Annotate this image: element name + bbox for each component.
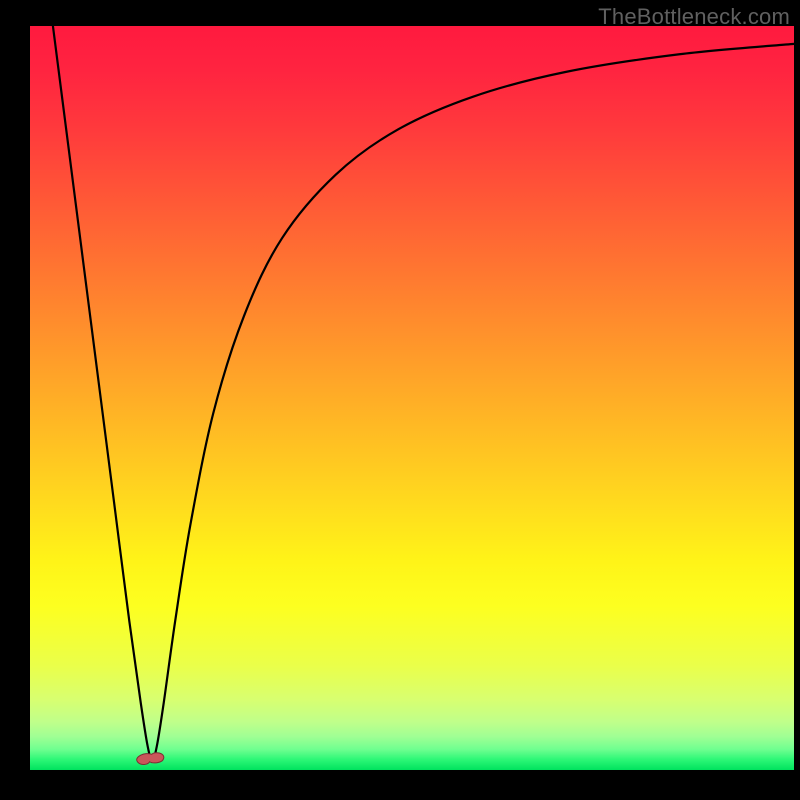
- chart-svg: [30, 26, 794, 770]
- chart-frame: TheBottleneck.com: [0, 0, 800, 800]
- watermark-text: TheBottleneck.com: [598, 4, 790, 30]
- plot-area: [30, 26, 794, 770]
- gradient-background: [30, 26, 794, 770]
